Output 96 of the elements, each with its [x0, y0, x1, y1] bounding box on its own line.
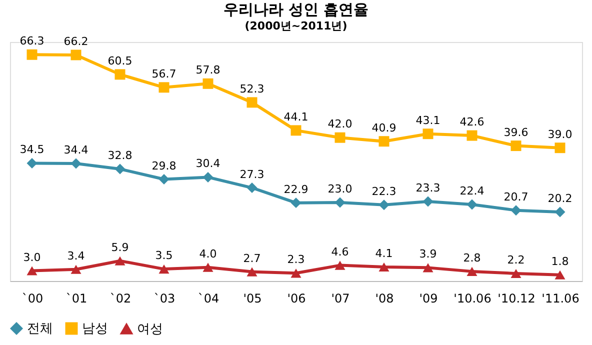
- data-label: 3.5: [155, 249, 173, 262]
- data-label: 32.8: [108, 149, 132, 162]
- point: [246, 97, 258, 108]
- x-tick-label: '07: [331, 292, 350, 306]
- data-label: 39.0: [548, 128, 572, 141]
- point: [202, 262, 214, 272]
- x-tick-label: '09: [419, 292, 438, 306]
- point: [290, 125, 302, 136]
- x-tick-label: `03: [154, 292, 176, 306]
- x-tick-label: `04: [198, 292, 220, 306]
- point: [378, 200, 390, 210]
- point: [554, 270, 566, 280]
- point: [334, 132, 346, 143]
- point: [554, 142, 566, 154]
- data-label: 39.6: [504, 126, 528, 139]
- point: [510, 140, 522, 152]
- data-label: 4.1: [375, 247, 393, 260]
- legend-label: 전체: [27, 322, 53, 337]
- data-label: 43.1: [416, 114, 440, 127]
- data-label: 22.3: [372, 184, 396, 198]
- data-label: 5.9: [111, 240, 129, 254]
- x-tick-label: `02: [110, 292, 132, 306]
- data-label: 42.0: [328, 118, 352, 131]
- point: [26, 49, 38, 60]
- point: [422, 196, 434, 207]
- point: [202, 78, 214, 89]
- point: [202, 172, 214, 182]
- data-label: 20.7: [504, 190, 528, 204]
- data-label: 2.7: [243, 252, 261, 265]
- point: [510, 205, 522, 216]
- point: [466, 266, 478, 276]
- data-label: 20.2: [548, 192, 572, 206]
- point: [334, 197, 346, 208]
- point: [422, 263, 434, 272]
- data-label: 23.3: [416, 181, 440, 194]
- x-tick-label: '10.06: [454, 292, 492, 306]
- point: [246, 182, 258, 194]
- point: [70, 158, 82, 169]
- x-tick-label: '06: [287, 292, 306, 306]
- point: [510, 268, 522, 278]
- data-label: 57.8: [196, 64, 220, 77]
- point: [114, 256, 126, 266]
- data-label: 52.3: [240, 82, 264, 96]
- data-label: 23.0: [328, 182, 352, 196]
- data-label: 44.1: [284, 110, 308, 124]
- point: [422, 128, 434, 140]
- chart-title: 우리나라 성인 흡연율: [223, 0, 369, 19]
- point: [158, 82, 170, 93]
- legend-label: 여성: [137, 322, 163, 337]
- x-tick-label: `01: [66, 292, 88, 306]
- point: [70, 264, 82, 274]
- data-label: 42.6: [460, 116, 484, 129]
- point: [158, 174, 170, 184]
- point: [158, 264, 170, 274]
- data-label: 2.8: [463, 251, 481, 264]
- point: [378, 262, 390, 272]
- data-label: 3.0: [23, 250, 41, 264]
- point: [554, 206, 566, 218]
- data-label: 2.3: [287, 253, 305, 266]
- point: [26, 266, 38, 276]
- data-label: 22.9: [284, 182, 308, 196]
- data-label: 3.9: [419, 248, 437, 261]
- point: [246, 267, 258, 276]
- data-label: 30.4: [196, 157, 220, 170]
- data-label: 34.5: [20, 143, 44, 156]
- x-tick-label: '10.12: [498, 292, 536, 306]
- point: [114, 164, 126, 174]
- point: [290, 198, 302, 208]
- data-label: 27.3: [240, 168, 264, 181]
- data-label: 60.5: [108, 54, 132, 68]
- point: [70, 50, 82, 60]
- data-label: 4.0: [199, 247, 217, 260]
- point: [26, 158, 38, 168]
- data-label: 66.2: [64, 34, 88, 48]
- data-label: 1.8: [551, 254, 569, 268]
- legend-label: 남성: [82, 322, 108, 337]
- point: [466, 199, 478, 210]
- point: [378, 136, 390, 147]
- chart-subtitle: (2000년~2011년): [244, 20, 348, 33]
- data-label: 29.8: [152, 159, 176, 172]
- x-tick-label: `00: [22, 292, 44, 306]
- data-label: 56.7: [152, 67, 176, 80]
- data-label: 34.4: [64, 144, 88, 157]
- point: [466, 130, 478, 141]
- data-label: 2.2: [507, 253, 525, 266]
- x-tick-label: '11.06: [542, 292, 580, 306]
- data-label: 3.4: [67, 249, 85, 262]
- point: [334, 260, 346, 270]
- data-label: 66.3: [20, 34, 44, 48]
- x-tick-label: '05: [243, 292, 262, 306]
- data-label: 40.9: [372, 121, 396, 134]
- point: [290, 268, 302, 278]
- data-label: 4.6: [331, 245, 349, 258]
- data-label: 22.4: [460, 184, 484, 198]
- x-tick-label: '08: [375, 292, 394, 306]
- point: [114, 69, 126, 80]
